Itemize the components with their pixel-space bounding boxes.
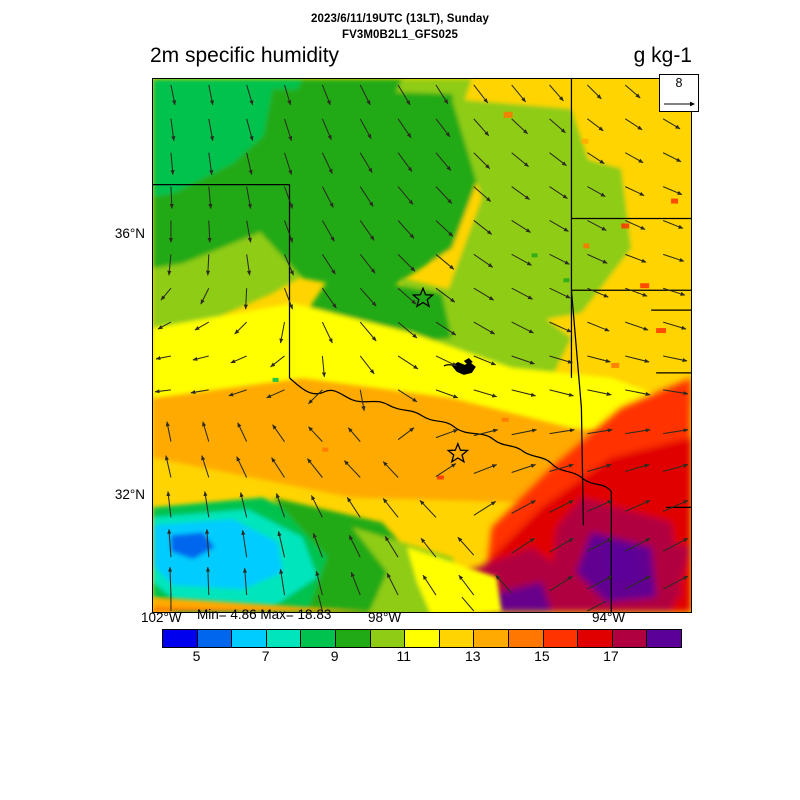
colorbar-swatch-12 [578, 630, 613, 647]
colorbar-tick-11: 11 [396, 648, 411, 664]
lon-label-102w: 102°W [141, 610, 182, 625]
humidity-map[interactable] [152, 78, 692, 613]
lat-label-32n: 32°N [114, 487, 145, 502]
humidity-shaded-field [153, 79, 691, 612]
colorbar-tick-13: 13 [465, 648, 481, 664]
colorbar-swatch-7 [405, 630, 440, 647]
wind-key-arrow-icon [664, 101, 695, 107]
colorbar-swatch-3 [266, 630, 302, 647]
min-max-stats: Min= 4.86 Max= 18.83 [197, 607, 332, 622]
colorbar-swatch-6 [370, 630, 406, 647]
station-star-south [446, 441, 470, 464]
wind-key-value: 8 [675, 76, 683, 90]
colorbar-tick-17: 17 [603, 648, 619, 664]
station-star-north [411, 286, 435, 308]
lon-label-94w: 94°W [592, 610, 626, 625]
colorbar-swatch-1 [197, 630, 233, 647]
station-markers[interactable] [153, 79, 691, 612]
lat-label-36n: 36°N [114, 226, 145, 241]
colorbar-swatch-10 [508, 630, 544, 647]
colorbar-tick-9: 9 [330, 648, 339, 664]
colorbar-swatch-2 [232, 630, 267, 647]
colorbar-tick-5: 5 [192, 648, 201, 664]
lon-label-98w: 98°W [368, 610, 402, 625]
colorbar-tick-15: 15 [534, 648, 550, 664]
colorbar-swatch-8 [439, 630, 475, 647]
colorbar-ticks: 5 7 9 11 13 15 17 [162, 648, 680, 666]
wind-vector-key: 8 [659, 74, 699, 112]
colorbar-swatch-14 [647, 630, 681, 647]
colorbar-swatch-5 [335, 630, 371, 647]
colorbar-swatch-4 [301, 630, 336, 647]
page-title: 2m specific humidity [150, 44, 340, 67]
colorbar-swatch-9 [474, 630, 509, 647]
colorbar-swatch-11 [543, 630, 579, 647]
valid-time-header: 2023/6/11/19UTC (13LT), Sunday [311, 13, 489, 25]
model-name-header: FV3M0B2L1_GFS025 [341, 29, 458, 41]
colorbar-swatch-13 [612, 630, 648, 647]
colorbar-swatch-0 [163, 630, 198, 647]
units-label: g kg-1 [633, 44, 692, 67]
colorbar-tick-7: 7 [261, 648, 270, 664]
wind-vector-overlay [154, 84, 689, 612]
colorbar [162, 629, 682, 648]
